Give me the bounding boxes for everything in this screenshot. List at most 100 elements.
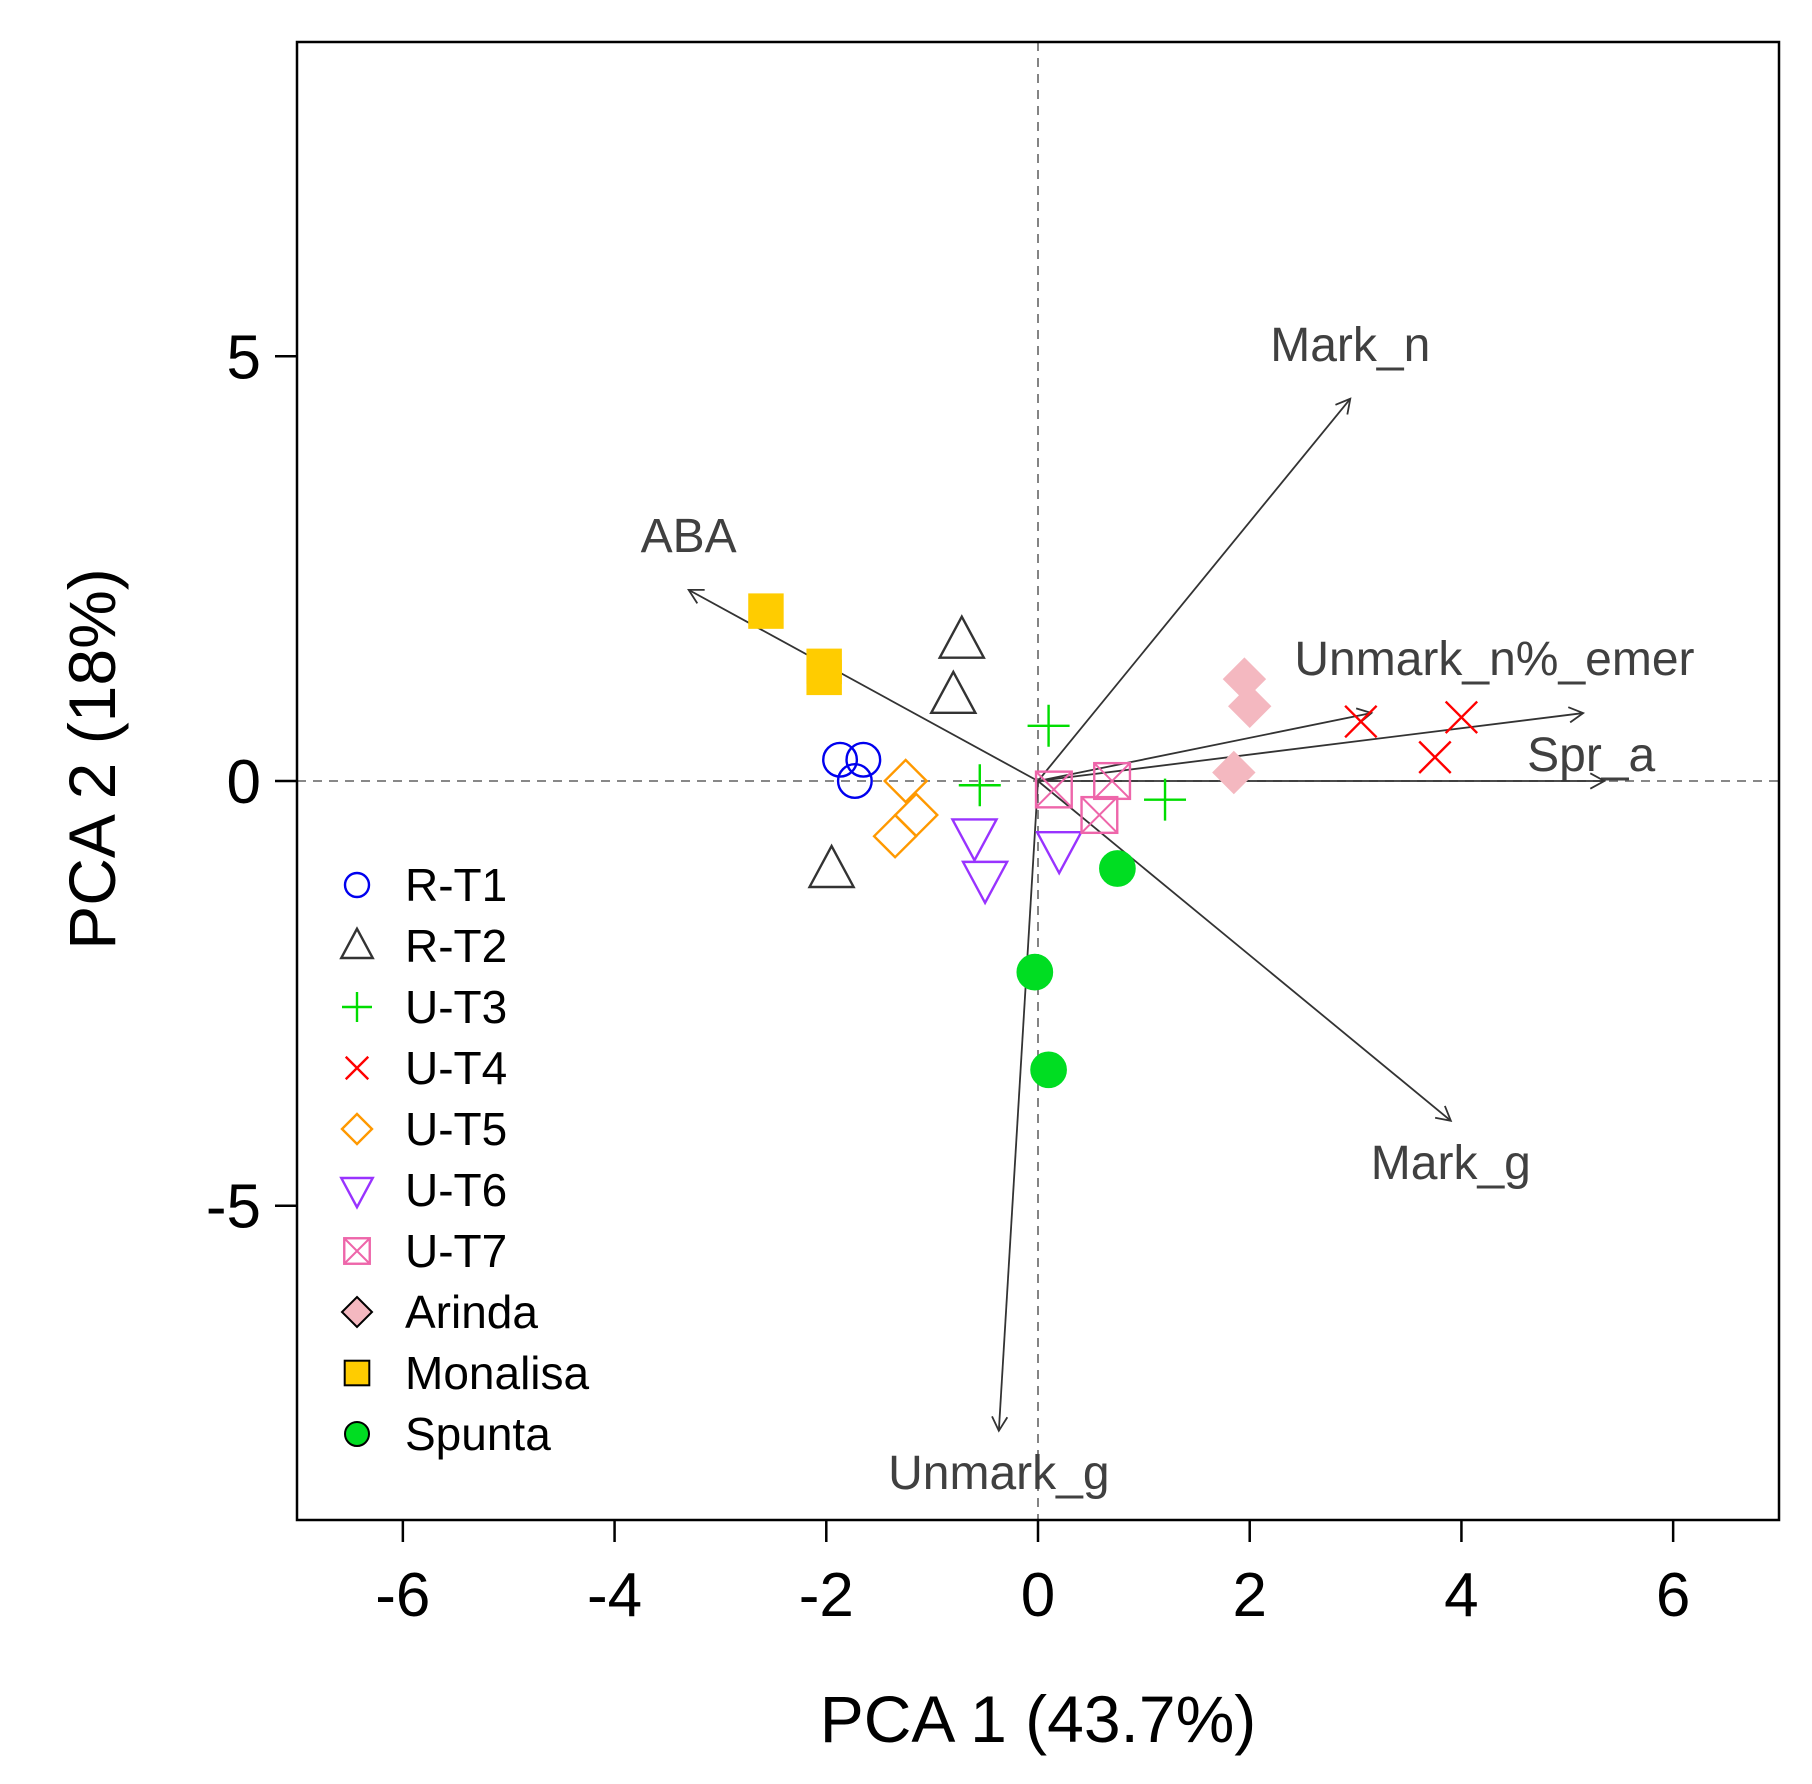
point-spunta-2 bbox=[1016, 953, 1054, 991]
legend-marker-u-t6 bbox=[339, 1176, 375, 1210]
legend-item-u-t5: U-T5 bbox=[340, 1103, 507, 1155]
point-spunta-1 bbox=[1099, 850, 1136, 887]
legend-marker-monalisa bbox=[343, 1359, 371, 1387]
point-monalisa-3 bbox=[806, 659, 842, 696]
point-r-t1-1 bbox=[822, 741, 859, 778]
legend-item-arinda: Arinda bbox=[340, 1286, 538, 1338]
point-r-t1-3 bbox=[836, 763, 873, 800]
point-u-t3-1 bbox=[1027, 704, 1070, 747]
loading-arrowhead-aba bbox=[687, 588, 705, 604]
legend-item-u-t3: U-T3 bbox=[342, 981, 507, 1033]
series-u-t6 bbox=[950, 818, 1084, 906]
x-tick-label-6: 6 bbox=[1656, 1561, 1690, 1630]
legend-marker-u-t4 bbox=[344, 1055, 370, 1081]
loading-arrowhead-mark-n bbox=[1335, 397, 1352, 415]
series-u-t7 bbox=[1034, 761, 1132, 835]
point-r-t2-3 bbox=[807, 843, 856, 889]
point-u-t4-2 bbox=[1444, 700, 1479, 734]
legend-item-r-t2: R-T2 bbox=[339, 920, 507, 972]
point-u-t3-3 bbox=[1144, 778, 1187, 821]
point-monalisa-1 bbox=[748, 593, 784, 629]
series-u-t5 bbox=[872, 758, 939, 859]
legend-label-u-t7: U-T7 bbox=[405, 1225, 507, 1277]
loading-arrow-aba bbox=[688, 589, 1039, 782]
legend-marker-u-t3 bbox=[342, 992, 372, 1022]
x-axis-label: PCA 1 (43.7%) bbox=[820, 1682, 1257, 1756]
series-arinda bbox=[1212, 657, 1272, 795]
loading-arrowhead-unmark-g bbox=[991, 1415, 1009, 1433]
legend-label-r-t2: R-T2 bbox=[405, 920, 507, 972]
legend-item-u-t4: U-T4 bbox=[344, 1042, 507, 1094]
loading-label-aba: ABA bbox=[641, 510, 737, 563]
loading-label-unmark-n-emer: Unmark_n%_emer bbox=[1294, 633, 1694, 686]
legend-label-u-t6: U-T6 bbox=[405, 1164, 507, 1216]
point-r-t2-2 bbox=[929, 669, 978, 715]
loading-label-mark-g: Mark_g bbox=[1371, 1137, 1531, 1190]
legend-marker-r-t1 bbox=[343, 871, 371, 899]
data-points bbox=[748, 593, 1479, 1089]
y-tick-label-0: 0 bbox=[227, 748, 261, 817]
point-u-t4-1 bbox=[1344, 704, 1378, 739]
loading-arrowhead-spr-a bbox=[1567, 706, 1586, 724]
loading-label-unmark-g: Unmark_g bbox=[888, 1447, 1109, 1500]
x-tick-label-4: -4 bbox=[587, 1561, 642, 1630]
loading-label-mark-n: Mark_n bbox=[1270, 319, 1430, 372]
legend-label-u-t3: U-T3 bbox=[405, 981, 507, 1033]
point-spunta-3 bbox=[1030, 1051, 1067, 1089]
legend-item-r-t1: R-T1 bbox=[343, 859, 507, 911]
legend: R-T1 R-T2 U-T3 U-T4 U-T5 U-T6 U-T7 Arinda Monali… bbox=[339, 859, 590, 1460]
x-tick-label-6: -6 bbox=[375, 1561, 430, 1630]
point-u-t7-1 bbox=[1034, 770, 1073, 809]
loading-arrowhead-mark-g bbox=[1434, 1105, 1453, 1122]
legend-marker-u-t5 bbox=[340, 1112, 374, 1146]
y-axis-label: PCA 2 (18%) bbox=[55, 568, 129, 950]
legend-marker-r-t2 bbox=[339, 926, 375, 960]
point-u-t5-1 bbox=[882, 758, 929, 804]
series-r-t1 bbox=[822, 741, 882, 800]
point-u-t7-2 bbox=[1093, 761, 1132, 801]
x-tick-label-4: 4 bbox=[1444, 1561, 1478, 1630]
series-u-t3 bbox=[958, 704, 1187, 821]
point-u-t6-2 bbox=[961, 860, 1010, 906]
point-u-t5-3 bbox=[872, 813, 918, 859]
x-tick-label-2: -2 bbox=[799, 1561, 854, 1630]
legend-label-u-t5: U-T5 bbox=[405, 1103, 507, 1155]
point-arinda-2 bbox=[1228, 684, 1272, 728]
point-u-t7-3 bbox=[1080, 795, 1119, 835]
legend-marker-arinda bbox=[340, 1295, 374, 1329]
point-u-t3-2 bbox=[958, 764, 1001, 807]
point-r-t2-1 bbox=[937, 614, 986, 659]
loading-arrowhead-unlabeled-4 bbox=[1589, 772, 1607, 790]
point-u-t6-1 bbox=[950, 818, 999, 863]
legend-label-spunta: Spunta bbox=[405, 1408, 551, 1460]
series-spunta bbox=[1016, 850, 1136, 1089]
loading-arrow-mark-g bbox=[1037, 780, 1452, 1122]
legend-item-u-t7: U-T7 bbox=[343, 1225, 507, 1277]
legend-label-arinda: Arinda bbox=[405, 1286, 538, 1338]
point-u-t6-3 bbox=[1035, 830, 1084, 876]
x-tick-label-0: 0 bbox=[1021, 1561, 1055, 1630]
legend-label-r-t1: R-T1 bbox=[405, 859, 507, 911]
legend-item-spunta: Spunta bbox=[344, 1408, 551, 1460]
legend-marker-u-t7 bbox=[343, 1237, 371, 1265]
x-axis: -6 -4 -2 0 2 4 6 bbox=[375, 1520, 1690, 1630]
point-r-t1-2 bbox=[845, 741, 882, 778]
y-axis: -5 0 5 bbox=[206, 323, 297, 1242]
legend-item-monalisa: Monalisa bbox=[343, 1347, 590, 1399]
legend-marker-spunta bbox=[344, 1421, 370, 1447]
legend-item-u-t6: U-T6 bbox=[339, 1164, 507, 1216]
y-tick-label-5: -5 bbox=[206, 1173, 261, 1242]
point-u-t4-3 bbox=[1418, 740, 1452, 774]
loading-arrow-unmark-g bbox=[997, 780, 1039, 1431]
point-arinda-3 bbox=[1212, 750, 1256, 795]
loading-arrow-mark-n bbox=[1037, 398, 1351, 782]
series-monalisa bbox=[748, 593, 842, 696]
legend-label-u-t4: U-T4 bbox=[405, 1042, 507, 1094]
loading-vectors: Mark_nABAUnmark_n%_emerSpr_aMark_gUnmark… bbox=[641, 319, 1695, 1500]
y-tick-label-5: 5 bbox=[227, 323, 261, 392]
series-r-t2 bbox=[807, 614, 986, 889]
x-tick-label-2: 2 bbox=[1232, 1561, 1266, 1630]
legend-label-monalisa: Monalisa bbox=[405, 1347, 590, 1399]
